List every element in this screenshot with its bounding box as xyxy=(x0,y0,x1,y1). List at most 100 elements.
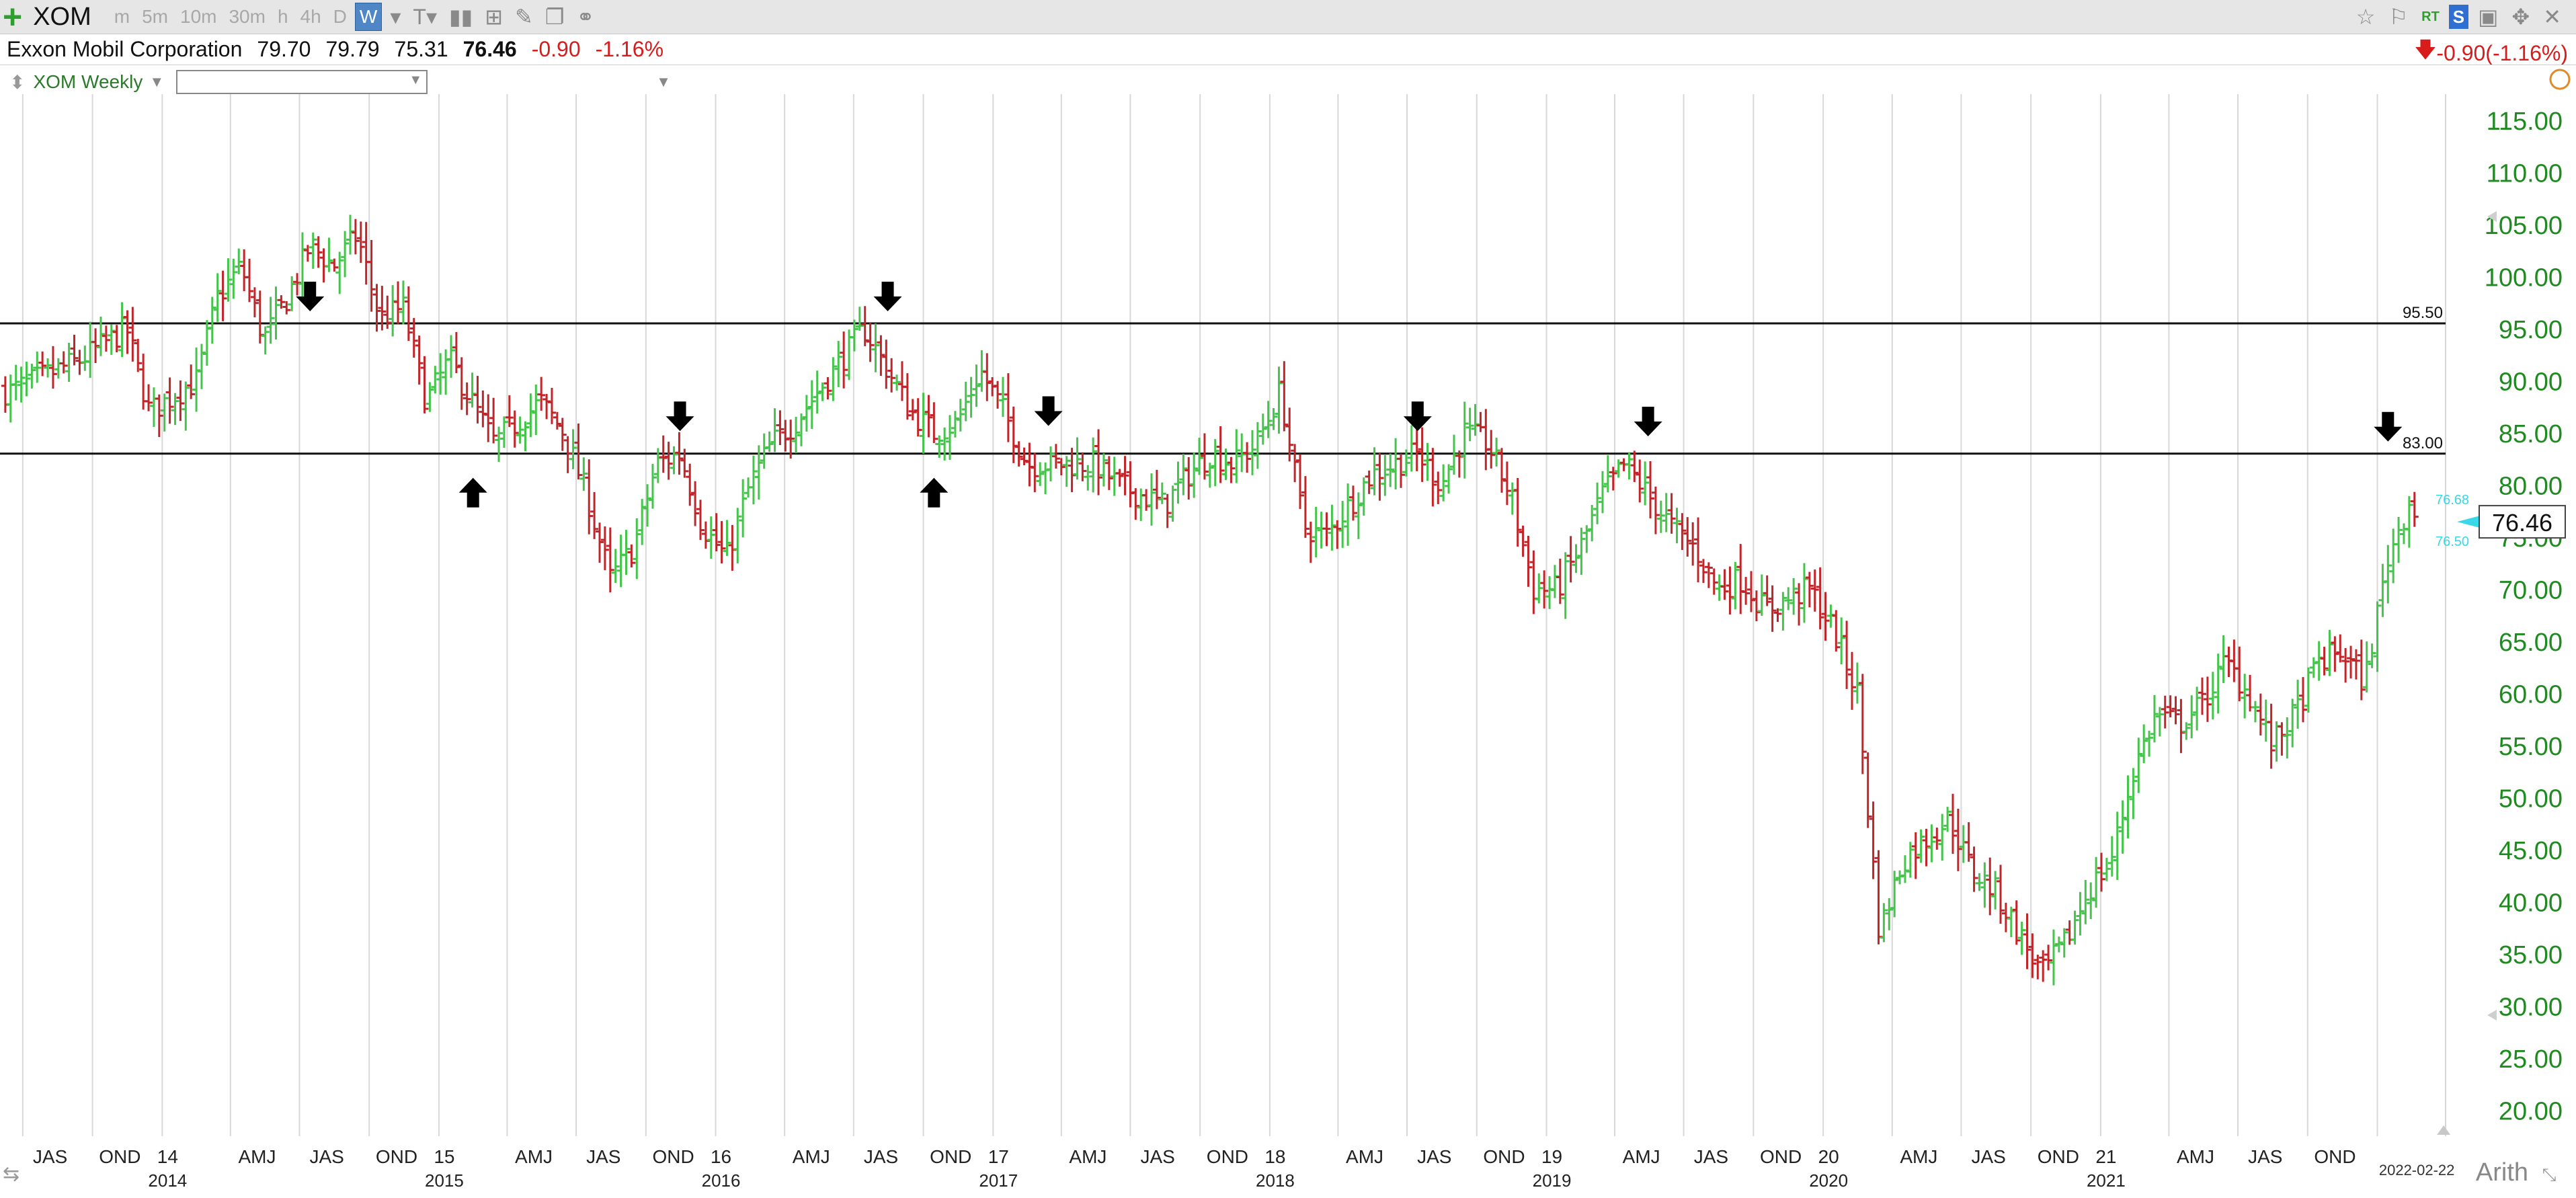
period-5m[interactable]: 5m xyxy=(142,6,168,27)
scale-label: Arith xyxy=(2476,1158,2528,1187)
panel-header: ⬍ XOM Weekly ▼ ▼ ▼ xyxy=(9,67,671,97)
x-year-tick: 16 xyxy=(711,1146,731,1167)
layers-icon[interactable]: ❐ xyxy=(545,5,565,29)
quote-bar: Exxon Mobil Corporation 79.70 79.79 75.3… xyxy=(7,34,678,65)
pencil-icon[interactable]: ✎ xyxy=(515,5,533,29)
company-name: Exxon Mobil Corporation xyxy=(7,36,243,61)
high-price: 79.79 xyxy=(325,36,380,61)
star-icon[interactable]: ☆ xyxy=(2356,5,2376,29)
panel-dropdown-icon[interactable]: ▼ xyxy=(149,73,165,90)
x-month-label: OND xyxy=(1483,1146,1525,1167)
bar-chart-icon[interactable]: ▮▮ xyxy=(449,5,473,29)
x-year-tick: 15 xyxy=(434,1146,454,1167)
panel-title[interactable]: XOM Weekly xyxy=(33,71,143,92)
move-icon[interactable]: ✥ xyxy=(2511,5,2530,29)
add-symbol-icon[interactable]: + xyxy=(3,0,23,36)
y-tick-label: 110.00 xyxy=(2487,159,2563,188)
y-tick-label: 35.00 xyxy=(2499,941,2563,969)
overlay-dropdown-icon[interactable]: ▼ xyxy=(656,73,671,90)
date-marker-label: 2022-02-22 xyxy=(2379,1162,2455,1179)
x-month-label: AMJ xyxy=(1900,1146,1937,1167)
x-month-label: AMJ xyxy=(2177,1146,2214,1167)
open-price: 79.70 xyxy=(257,36,311,61)
grid-icon[interactable]: ⊞ xyxy=(485,5,504,29)
horizontal-line-label: 95.50 xyxy=(2403,304,2443,322)
x-month-label: AMJ xyxy=(1623,1146,1660,1167)
down-arrow-icon xyxy=(1634,407,1662,436)
down-arrow-icon xyxy=(296,282,325,311)
indicator-select[interactable]: ▼ xyxy=(176,70,428,94)
palette-icon xyxy=(2549,69,2571,90)
right-toolbar: ☆ ⚐ RT S ▣ ✥ ✕ xyxy=(2347,3,2565,30)
resize-icon: ⤡ xyxy=(2542,1164,2557,1185)
price-change: -0.90 xyxy=(531,36,581,61)
x-month-label: JAS xyxy=(1417,1146,1451,1167)
y-tick-label: 90.00 xyxy=(2499,368,2563,396)
period-4h[interactable]: 4h xyxy=(300,6,321,27)
realtime-toggle[interactable]: RT xyxy=(2421,9,2440,24)
period-hour[interactable]: h xyxy=(277,6,288,27)
x-month-label: AMJ xyxy=(793,1146,830,1167)
x-month-label: OND xyxy=(99,1146,140,1167)
x-month-label: JAS xyxy=(864,1146,898,1167)
y-tick-label: 80.00 xyxy=(2499,472,2563,500)
x-month-label: JAS xyxy=(586,1146,620,1167)
y-tick-label: 40.00 xyxy=(2499,889,2563,917)
marker-high-label: 76.68 xyxy=(2436,493,2469,508)
y-tick-label: 95.00 xyxy=(2499,316,2563,344)
down-arrow-icon xyxy=(2374,411,2403,442)
y-tick-label: 55.00 xyxy=(2499,733,2563,761)
x-month-label: JAS xyxy=(1971,1146,2005,1167)
x-month-label: JAS xyxy=(2248,1146,2282,1167)
x-year-label: 2019 xyxy=(1533,1170,1572,1191)
last-price-label: 76.46 xyxy=(2492,509,2552,536)
close-icon[interactable]: ✕ xyxy=(2543,5,2561,29)
link-icon[interactable]: ⚭ xyxy=(576,5,595,29)
x-month-label: JAS xyxy=(1140,1146,1174,1167)
period-minute[interactable]: m xyxy=(114,6,130,27)
down-arrow-icon: 🡇 xyxy=(2414,38,2437,62)
scroll-down-icon xyxy=(2487,1010,2497,1021)
x-year-tick: 19 xyxy=(1541,1146,1562,1167)
y-tick-label: 85.00 xyxy=(2499,420,2563,448)
x-month-label: AMJ xyxy=(238,1146,276,1167)
y-tick-label: 20.00 xyxy=(2499,1097,2563,1125)
y-tick-label: 50.00 xyxy=(2499,785,2563,813)
x-year-label: 2020 xyxy=(1809,1170,1848,1191)
symbol-label[interactable]: XOM xyxy=(33,2,91,31)
y-tick-label: 45.00 xyxy=(2499,837,2563,865)
period-day[interactable]: D xyxy=(333,6,347,27)
text-tool-icon[interactable]: T▾ xyxy=(413,5,438,29)
last-price-box xyxy=(2479,505,2566,539)
x-month-label: OND xyxy=(930,1146,971,1167)
y-tick-label: 25.00 xyxy=(2499,1045,2563,1074)
period-30m[interactable]: 30m xyxy=(229,6,266,27)
x-month-label: OND xyxy=(652,1146,694,1167)
window-icon[interactable]: ▣ xyxy=(2478,5,2499,29)
x-year-tick: 14 xyxy=(157,1146,178,1167)
period-week[interactable]: W xyxy=(354,3,383,31)
x-year-tick: 17 xyxy=(988,1146,1009,1167)
x-year-label: 2021 xyxy=(2087,1170,2126,1191)
x-month-label: AMJ xyxy=(1346,1146,1383,1167)
up-arrow-icon xyxy=(920,477,949,508)
dropdown-arrow-icon[interactable]: ▾ xyxy=(390,5,401,29)
drag-handle-icon[interactable]: ⬍ xyxy=(9,71,26,93)
last-price: 76.46 xyxy=(462,36,517,61)
s-badge-button[interactable]: S xyxy=(2448,5,2469,29)
price-pointer-icon xyxy=(2457,515,2483,529)
flag-icon[interactable]: ⚐ xyxy=(2388,5,2409,29)
down-arrow-icon xyxy=(1034,396,1063,426)
price-change-pct: -1.16% xyxy=(595,36,664,61)
x-year-label: 2017 xyxy=(979,1170,1018,1191)
x-year-tick: 21 xyxy=(2095,1146,2116,1167)
change-summary: -0.90(-1.16%) xyxy=(2436,40,2568,65)
marker-low-label: 76.50 xyxy=(2436,534,2469,549)
y-tick-label: 60.00 xyxy=(2499,680,2563,709)
x-year-label: 2016 xyxy=(702,1170,741,1191)
down-arrow-icon xyxy=(873,282,902,311)
period-10m[interactable]: 10m xyxy=(180,6,217,27)
low-price: 75.31 xyxy=(394,36,448,61)
indicator-dropdown-icon[interactable]: ▼ xyxy=(409,73,423,87)
